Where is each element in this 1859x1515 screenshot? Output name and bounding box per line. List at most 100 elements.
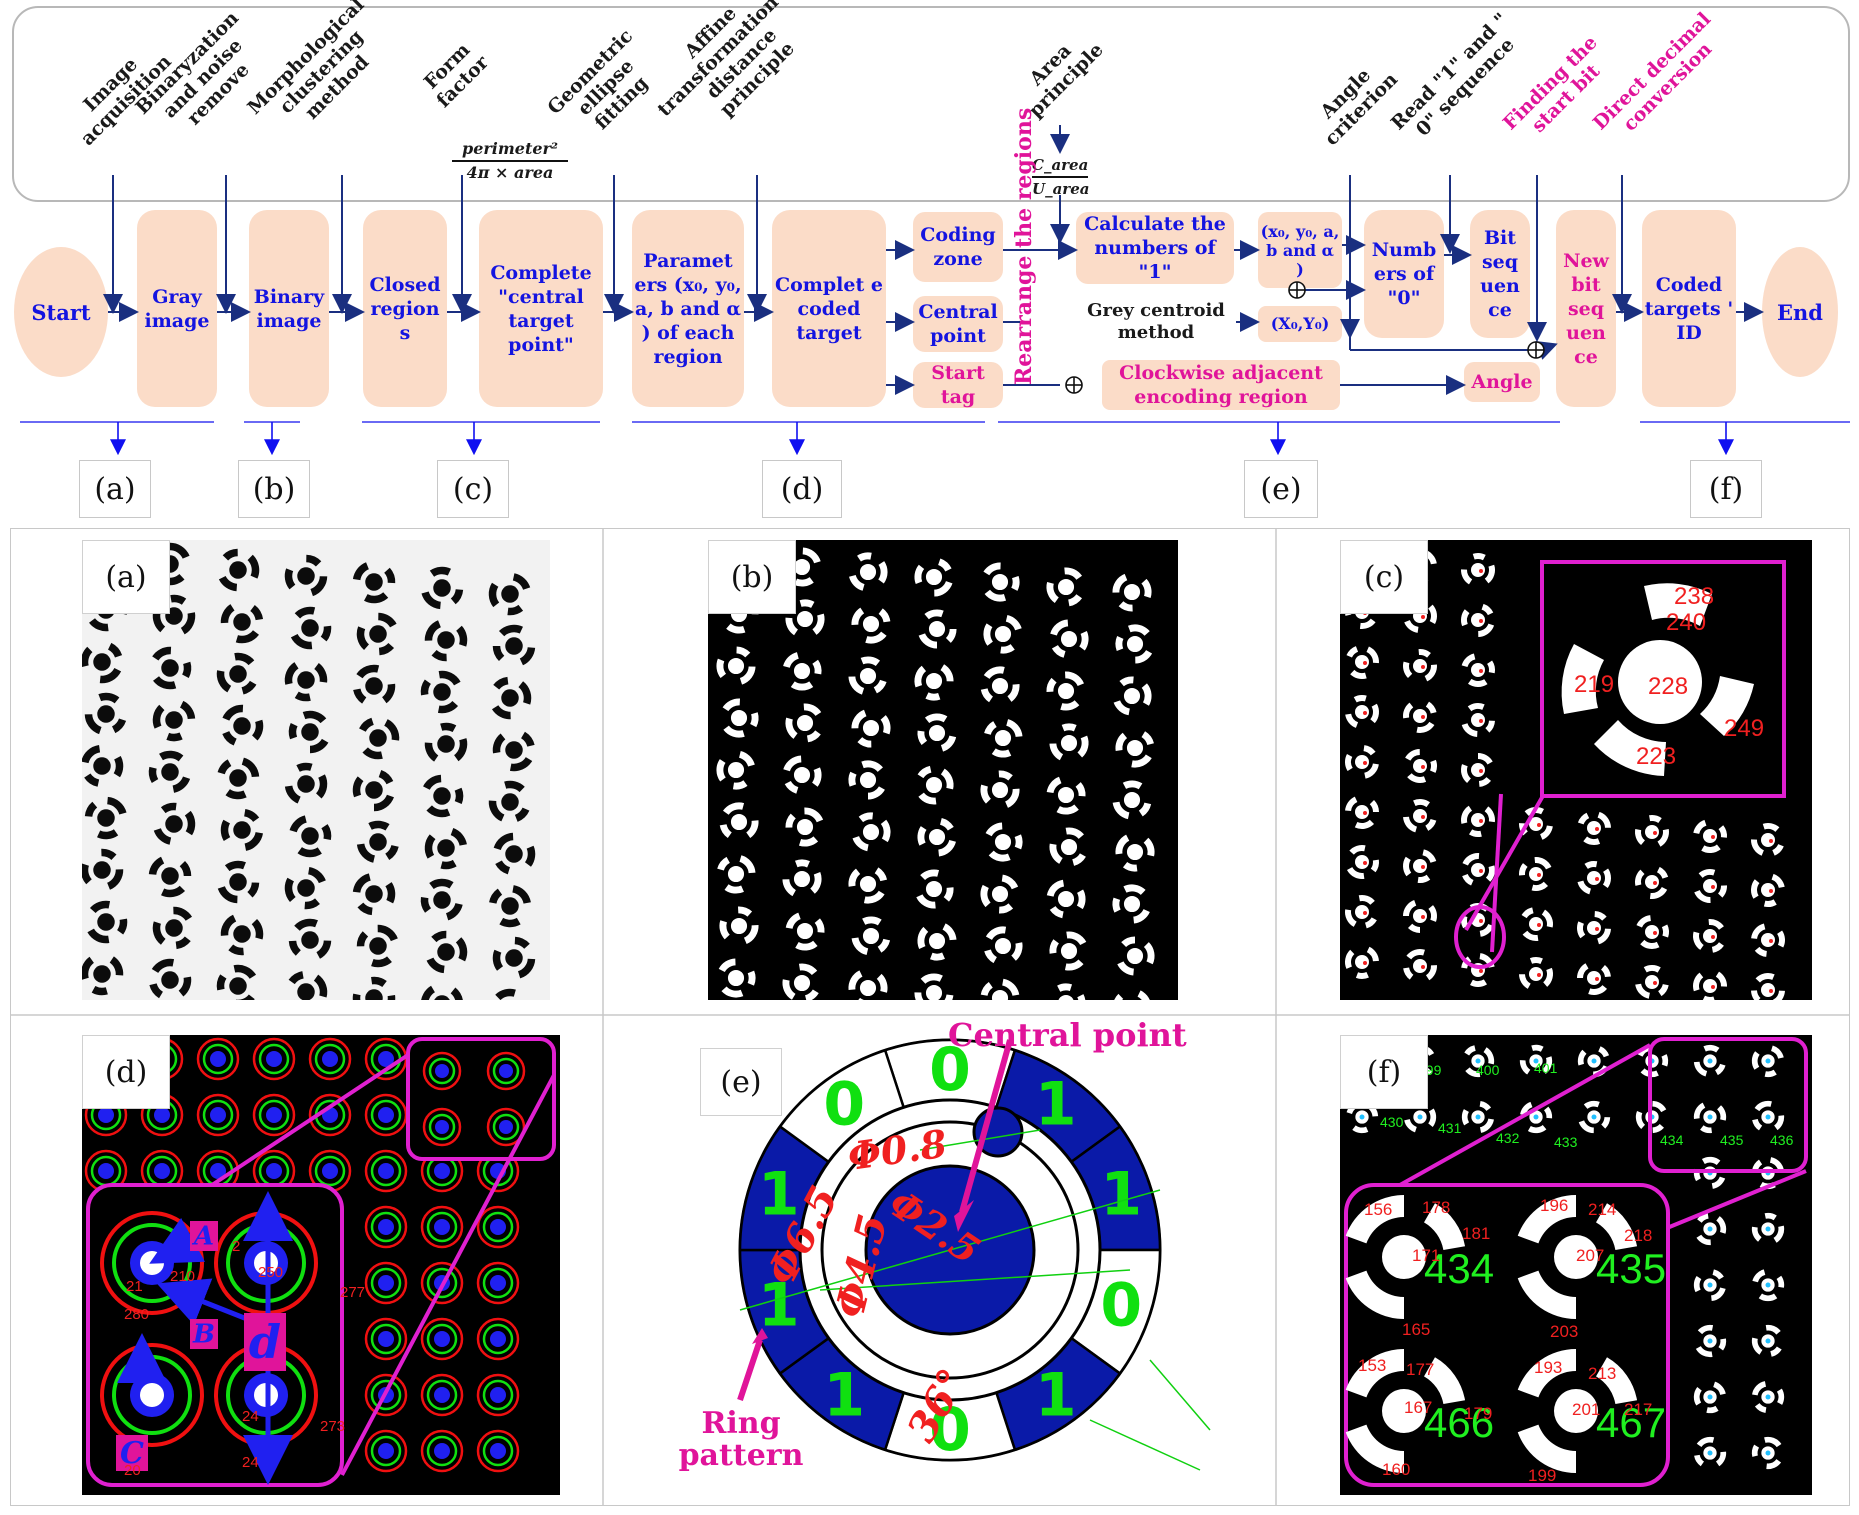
target-arc [1076, 889, 1086, 910]
target-core [297, 775, 315, 793]
target-arc [1487, 660, 1495, 674]
target-arc [810, 871, 822, 894]
target-core [994, 625, 1012, 643]
target-arc [1643, 965, 1661, 973]
region-mark [1363, 661, 1367, 665]
target-core [297, 983, 315, 1000]
target-arc [284, 568, 296, 590]
angle-box: Angle [1464, 362, 1540, 402]
target-arc [1005, 614, 1022, 631]
ellipse-green [426, 1379, 458, 1411]
target-core [97, 913, 115, 931]
decoded-center [1765, 1394, 1771, 1400]
f-arc [1596, 1357, 1638, 1405]
target-arc [440, 859, 457, 870]
target-arc [316, 940, 332, 959]
target-arc [1706, 1405, 1719, 1414]
decoded-center [1591, 1114, 1597, 1120]
region-mark [1653, 881, 1657, 885]
target-arc [876, 973, 888, 993]
target-arc [1481, 603, 1494, 616]
target-arc [790, 681, 814, 691]
target-arc [151, 958, 175, 973]
target-arc [160, 802, 177, 814]
target-arc [1479, 1118, 1494, 1133]
target-arc [983, 562, 1001, 576]
core-blue [266, 1051, 282, 1067]
target-arc [721, 986, 744, 998]
decoded-center [1707, 1226, 1713, 1232]
f-arc [1345, 1349, 1404, 1398]
region-mark [1653, 931, 1657, 935]
target-arc [1693, 931, 1704, 950]
stage-letter-e: (e) [1244, 460, 1318, 518]
target-arc [1693, 819, 1707, 834]
target-arc [310, 576, 328, 597]
core-blue [378, 1331, 394, 1347]
target-arc [917, 926, 929, 949]
decoded-center [1707, 1114, 1713, 1120]
target-arc [1649, 886, 1668, 899]
target-arc [1718, 825, 1727, 838]
target-arc [514, 936, 530, 949]
decoded-center [1765, 1450, 1771, 1456]
decoded-center [1765, 1338, 1771, 1344]
target-arc [1652, 1123, 1665, 1134]
target-arc [294, 606, 316, 619]
target-arc [148, 766, 159, 783]
target-arc [446, 903, 463, 921]
target-core [994, 937, 1012, 955]
target-arc [1763, 899, 1777, 907]
target-arc [980, 981, 993, 996]
target-core [862, 927, 880, 945]
target-arc [1014, 834, 1023, 850]
target-arc [783, 755, 802, 772]
target-arc [1051, 645, 1066, 658]
target-core [793, 870, 811, 888]
target-core [505, 845, 523, 863]
target-arc [1578, 1120, 1594, 1134]
target-arc [504, 780, 525, 793]
target-core [925, 672, 943, 690]
target-arc [1077, 735, 1089, 758]
core-blue [499, 1064, 513, 1078]
target-arc [798, 836, 819, 847]
target-core [1471, 763, 1485, 777]
ring-bit-4: 1 [1035, 1361, 1077, 1431]
target-arc [152, 612, 166, 633]
f-arc [1517, 1349, 1576, 1398]
target-arc [1049, 906, 1064, 919]
target-arc [1602, 868, 1611, 888]
core-white [140, 1251, 164, 1275]
target-arc [421, 985, 435, 1000]
target-core [233, 925, 251, 943]
c-num-219: 219 [1574, 671, 1614, 698]
target-arc [917, 765, 932, 779]
target-arc [785, 717, 798, 739]
target-core [1057, 786, 1075, 804]
f-id-1: 435 [1596, 1245, 1666, 1292]
target-arc [1461, 569, 1473, 585]
target-arc [1751, 1226, 1762, 1242]
target-arc [168, 542, 190, 559]
f-small-num: 218 [1624, 1226, 1652, 1245]
target-core [730, 709, 748, 727]
f-arc [1424, 1357, 1466, 1405]
f-top-id: 432 [1496, 1130, 1520, 1146]
target-core [1471, 863, 1485, 877]
target-core [1529, 867, 1543, 881]
target-arc [99, 668, 122, 684]
core-blue [435, 1064, 449, 1078]
decoded-center [1707, 1282, 1713, 1288]
centroid-xy-box: (X₀,Y₀) [1258, 306, 1342, 342]
target-arc [1777, 930, 1785, 948]
target-core [369, 729, 387, 747]
target-arc [851, 709, 867, 729]
core-blue [322, 1163, 338, 1179]
f-top-id: 435 [1720, 1132, 1744, 1148]
target-arc [1601, 964, 1611, 978]
target-arc [1752, 1159, 1763, 1172]
target-arc [488, 800, 505, 822]
core-blue [378, 1163, 394, 1179]
target-arc [1370, 703, 1379, 724]
